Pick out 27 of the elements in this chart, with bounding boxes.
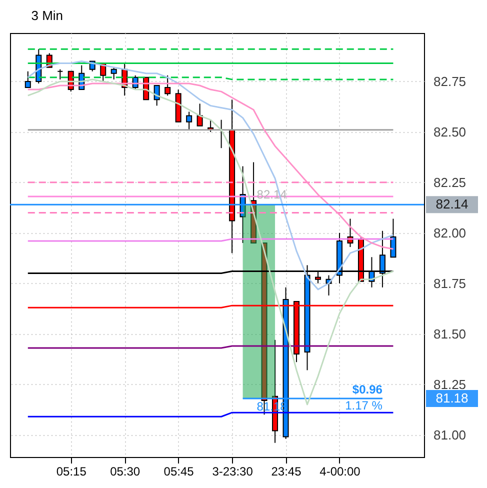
candlestick	[164, 74, 171, 96]
x-tick-label: 05:30	[110, 464, 140, 478]
annotation: $0.96	[352, 382, 383, 396]
candlestick	[196, 103, 203, 126]
y-tick-label: 81.00	[434, 427, 466, 442]
x-tick-label: 4-00:00	[320, 464, 361, 478]
candlestick	[390, 218, 396, 258]
chart-title: 3 Min	[31, 8, 64, 23]
text: 81.18	[436, 390, 468, 406]
y-tick-label: 82.50	[434, 124, 466, 140]
y-tick-label: 81.50	[434, 326, 466, 342]
annotation: 1.17 %	[345, 398, 383, 412]
x-tick-label: 05:15	[56, 464, 87, 478]
y-tick-label: 82.25	[434, 174, 466, 190]
x-tick-label: 23:45	[271, 464, 302, 478]
candlestick	[57, 68, 64, 80]
x-tick-label: 05:45	[164, 464, 194, 478]
y-tick-label: 81.25	[434, 376, 466, 392]
y-tick-label: 82.75	[434, 74, 466, 89]
candlestick	[110, 66, 117, 80]
x-tick-label: 3-23:30	[212, 464, 254, 478]
candlestick	[186, 111, 192, 130]
ref-line-label: 82.14	[436, 196, 468, 212]
candlestick	[24, 70, 31, 88]
y-tick-label: 81.75	[434, 276, 466, 291]
line-series	[27, 60, 394, 290]
y-tick-label: 82.00	[434, 225, 466, 240]
